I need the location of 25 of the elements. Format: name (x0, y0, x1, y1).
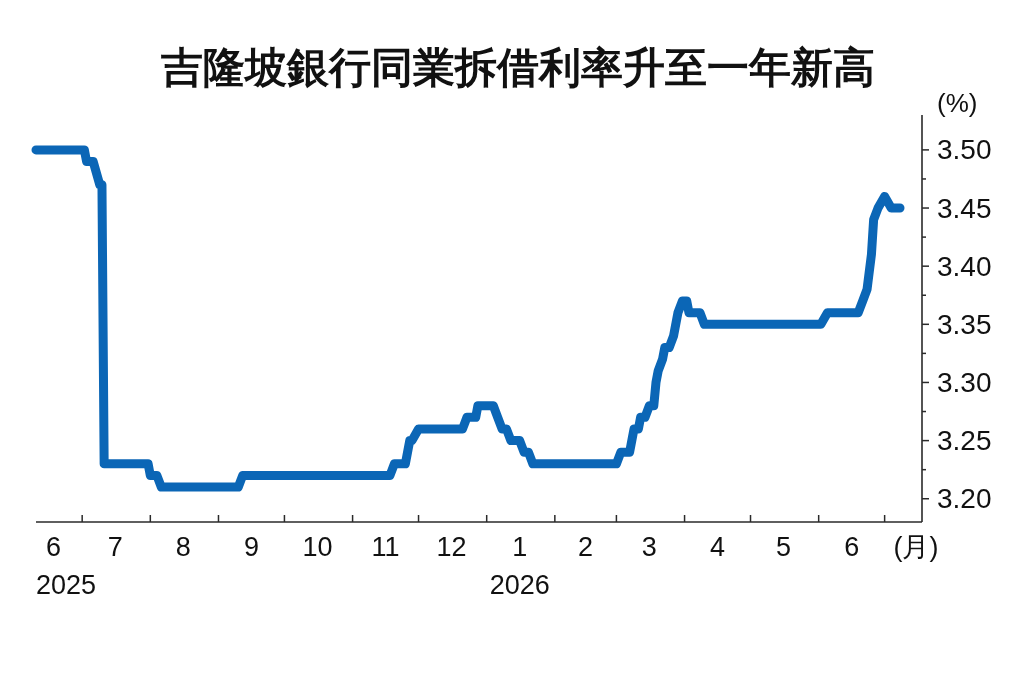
x-tick-label: 11 (371, 532, 400, 562)
x-tick-label: 6 (844, 532, 860, 562)
x-tick-label: 2026 (489, 570, 550, 600)
x-tick-label: 9 (243, 532, 259, 562)
title: 吉隆坡銀行同業拆借利率升至一年新高 (160, 44, 875, 91)
y-tick-label: 3.25 (937, 425, 992, 457)
x-tick-label: 2025 (36, 570, 97, 600)
y-tick-label: 3.35 (937, 308, 992, 340)
y-tick-label: 3.20 (937, 483, 992, 515)
x-tick-label: 8 (175, 532, 191, 562)
x-tick-label: 7 (107, 532, 123, 562)
x-tick-label: 3 (641, 532, 657, 562)
x-tick-label: 6 (46, 532, 62, 562)
x-tick-label: 10 (302, 532, 333, 562)
x-tick-label: 12 (436, 532, 467, 562)
x-axis-title: (月) (893, 532, 939, 562)
x-tick-label: 1 (512, 532, 528, 562)
y-tick-label: 3.50 (937, 134, 992, 166)
x-tick-label: 4 (710, 532, 726, 562)
y-tick-label: 3.40 (937, 250, 992, 282)
x-tick-label: 2 (578, 532, 594, 562)
y-tick-label: 3.45 (937, 192, 992, 224)
x-tick-label: 5 (776, 532, 791, 562)
y-tick-label: 3.30 (937, 366, 992, 398)
y-axis-title: (%) (937, 88, 978, 118)
